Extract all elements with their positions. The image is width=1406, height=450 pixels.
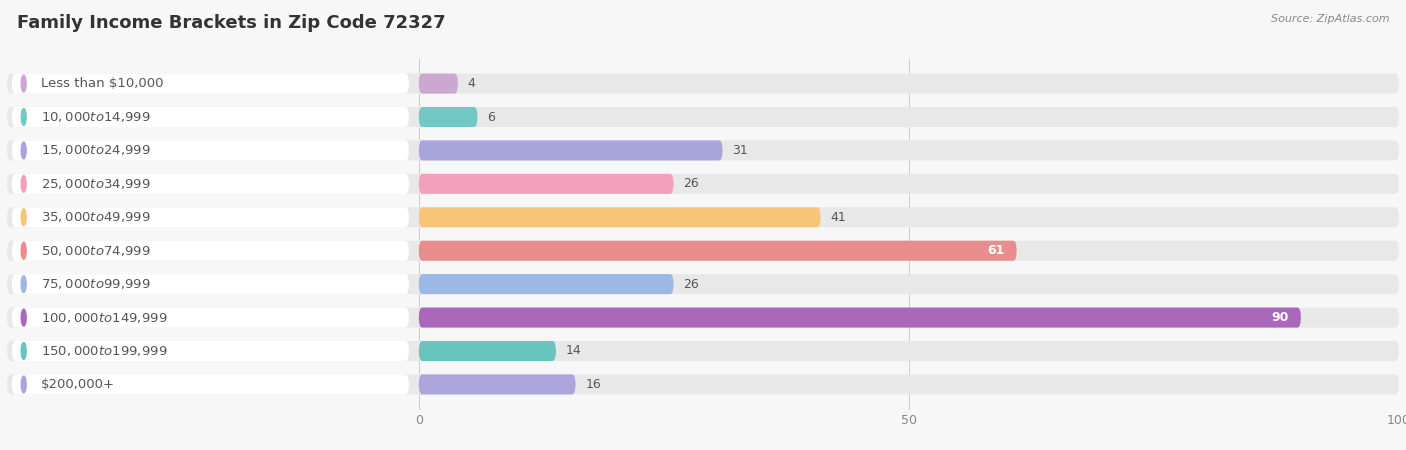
Text: Less than $10,000: Less than $10,000 bbox=[41, 77, 165, 90]
Circle shape bbox=[21, 309, 27, 326]
Circle shape bbox=[21, 376, 27, 393]
FancyBboxPatch shape bbox=[419, 307, 1301, 328]
FancyBboxPatch shape bbox=[11, 307, 409, 328]
FancyBboxPatch shape bbox=[419, 174, 673, 194]
FancyBboxPatch shape bbox=[7, 307, 1399, 328]
FancyBboxPatch shape bbox=[11, 174, 409, 194]
FancyBboxPatch shape bbox=[7, 241, 1399, 261]
FancyBboxPatch shape bbox=[419, 140, 723, 161]
Text: $35,000 to $49,999: $35,000 to $49,999 bbox=[41, 210, 150, 224]
FancyBboxPatch shape bbox=[11, 241, 409, 261]
FancyBboxPatch shape bbox=[419, 207, 821, 227]
Text: 26: 26 bbox=[683, 278, 699, 291]
FancyBboxPatch shape bbox=[7, 140, 1399, 161]
FancyBboxPatch shape bbox=[7, 341, 1399, 361]
FancyBboxPatch shape bbox=[419, 107, 478, 127]
FancyBboxPatch shape bbox=[7, 174, 1399, 194]
Text: 41: 41 bbox=[831, 211, 846, 224]
FancyBboxPatch shape bbox=[7, 107, 1399, 127]
FancyBboxPatch shape bbox=[11, 73, 409, 94]
FancyBboxPatch shape bbox=[7, 374, 1399, 395]
FancyBboxPatch shape bbox=[419, 374, 575, 395]
FancyBboxPatch shape bbox=[11, 207, 409, 227]
Text: $200,000+: $200,000+ bbox=[41, 378, 115, 391]
FancyBboxPatch shape bbox=[11, 107, 409, 127]
Circle shape bbox=[21, 108, 27, 126]
Text: 14: 14 bbox=[565, 345, 582, 357]
Text: 4: 4 bbox=[468, 77, 475, 90]
Text: $15,000 to $24,999: $15,000 to $24,999 bbox=[41, 144, 150, 158]
Text: Family Income Brackets in Zip Code 72327: Family Income Brackets in Zip Code 72327 bbox=[17, 14, 446, 32]
Text: $10,000 to $14,999: $10,000 to $14,999 bbox=[41, 110, 150, 124]
Text: 26: 26 bbox=[683, 177, 699, 190]
Text: Source: ZipAtlas.com: Source: ZipAtlas.com bbox=[1271, 14, 1389, 23]
FancyBboxPatch shape bbox=[419, 73, 458, 94]
FancyBboxPatch shape bbox=[419, 341, 555, 361]
FancyBboxPatch shape bbox=[7, 274, 1399, 294]
Circle shape bbox=[21, 142, 27, 159]
Text: 6: 6 bbox=[488, 111, 495, 123]
Circle shape bbox=[21, 176, 27, 192]
Text: 61: 61 bbox=[987, 244, 1005, 257]
Text: 90: 90 bbox=[1272, 311, 1289, 324]
Text: $75,000 to $99,999: $75,000 to $99,999 bbox=[41, 277, 150, 291]
Circle shape bbox=[21, 75, 27, 92]
FancyBboxPatch shape bbox=[11, 374, 409, 395]
FancyBboxPatch shape bbox=[419, 241, 1017, 261]
Text: $100,000 to $149,999: $100,000 to $149,999 bbox=[41, 310, 167, 324]
FancyBboxPatch shape bbox=[7, 73, 1399, 94]
FancyBboxPatch shape bbox=[11, 341, 409, 361]
FancyBboxPatch shape bbox=[11, 274, 409, 294]
FancyBboxPatch shape bbox=[419, 274, 673, 294]
Text: $150,000 to $199,999: $150,000 to $199,999 bbox=[41, 344, 167, 358]
FancyBboxPatch shape bbox=[11, 140, 409, 161]
Circle shape bbox=[21, 342, 27, 360]
Circle shape bbox=[21, 209, 27, 226]
Circle shape bbox=[21, 242, 27, 259]
Text: 16: 16 bbox=[585, 378, 602, 391]
Text: $50,000 to $74,999: $50,000 to $74,999 bbox=[41, 244, 150, 258]
Text: 31: 31 bbox=[733, 144, 748, 157]
FancyBboxPatch shape bbox=[7, 207, 1399, 227]
Text: $25,000 to $34,999: $25,000 to $34,999 bbox=[41, 177, 150, 191]
Circle shape bbox=[21, 276, 27, 293]
